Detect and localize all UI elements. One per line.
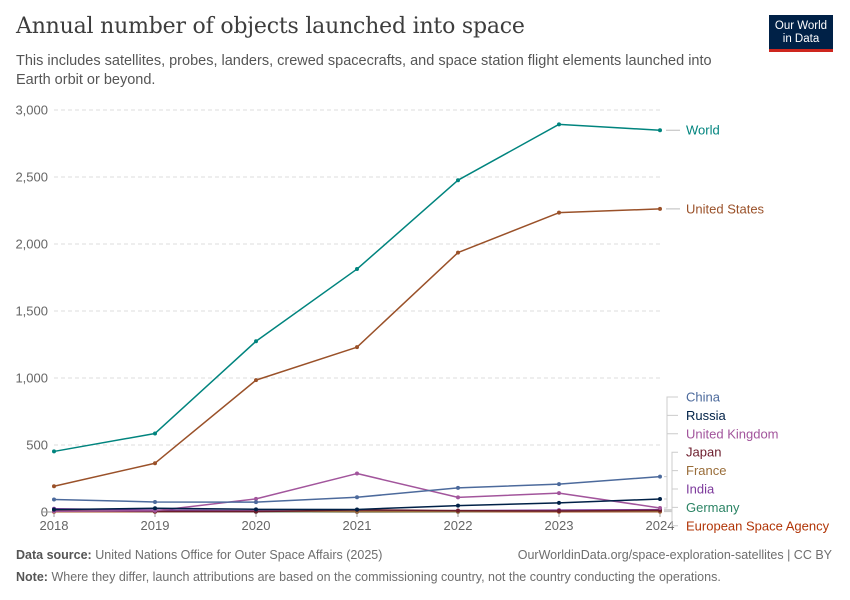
owid-logo[interactable]: Our World in Data bbox=[769, 15, 833, 52]
y-tick-label: 1,500 bbox=[15, 304, 48, 319]
note-label: Note: bbox=[16, 570, 48, 584]
series-lines bbox=[52, 122, 662, 514]
series-label: United States bbox=[686, 201, 765, 216]
note-text: Where they differ, launch attributions a… bbox=[51, 570, 721, 584]
data-point bbox=[456, 250, 460, 255]
data-point bbox=[355, 471, 359, 476]
data-point bbox=[456, 178, 460, 183]
data-point bbox=[355, 507, 359, 512]
data-point bbox=[658, 206, 662, 211]
data-point bbox=[52, 449, 56, 454]
series-label: Japan bbox=[686, 445, 721, 460]
data-point bbox=[456, 485, 460, 490]
series-labels: World United States China Russia United King… bbox=[664, 123, 830, 533]
series-label: France bbox=[686, 463, 726, 478]
series-line bbox=[53, 123, 661, 453]
chart-note: Note: Where they differ, launch attribut… bbox=[16, 570, 721, 584]
series-label: China bbox=[686, 390, 721, 405]
label-connector bbox=[664, 396, 678, 478]
data-point bbox=[658, 497, 662, 502]
chart-url[interactable]: OurWorldinData.org/space-exploration-sat… bbox=[517, 548, 832, 562]
x-tick-label: 2024 bbox=[646, 518, 675, 533]
data-source-label: Data source: bbox=[16, 548, 92, 562]
y-tick-label: 2,000 bbox=[15, 237, 48, 252]
label-connector bbox=[664, 433, 678, 509]
y-tick-label: 2,500 bbox=[15, 170, 48, 185]
data-point bbox=[52, 507, 56, 512]
data-point bbox=[153, 506, 157, 511]
data-point bbox=[658, 505, 662, 510]
series-label: European Space Agency bbox=[686, 518, 830, 533]
y-tick-label: 3,000 bbox=[15, 103, 48, 118]
data-point bbox=[254, 378, 258, 383]
data-point bbox=[52, 484, 56, 489]
x-tick-label: 2020 bbox=[242, 518, 271, 533]
y-tick-label: 500 bbox=[26, 438, 48, 453]
data-point bbox=[52, 497, 56, 502]
label-connector bbox=[664, 451, 678, 511]
data-point bbox=[355, 495, 359, 500]
data-point bbox=[254, 500, 258, 505]
data-point bbox=[658, 128, 662, 133]
data-point bbox=[355, 267, 359, 272]
x-axis: 2018 2019 2020 2021 2022 2023 2024 bbox=[40, 511, 675, 533]
data-point bbox=[254, 339, 258, 344]
series-label: Germany bbox=[686, 500, 740, 515]
y-tick-label: 1,000 bbox=[15, 371, 48, 386]
data-point bbox=[456, 503, 460, 508]
logo-line-2: in Data bbox=[782, 33, 820, 45]
data-point bbox=[254, 507, 258, 512]
data-point bbox=[557, 210, 561, 215]
data-source: Data source: United Nations Office for O… bbox=[16, 548, 382, 562]
x-tick-label: 2021 bbox=[343, 518, 372, 533]
series-label: World bbox=[686, 123, 720, 138]
data-point bbox=[557, 509, 561, 514]
data-point bbox=[456, 495, 460, 500]
x-tick-label: 2019 bbox=[141, 518, 170, 533]
logo-line-1: Our World bbox=[774, 20, 828, 32]
label-connector bbox=[664, 414, 678, 500]
data-point bbox=[153, 499, 157, 504]
x-tick-label: 2022 bbox=[444, 518, 473, 533]
series-line bbox=[53, 472, 661, 512]
data-point bbox=[658, 474, 662, 479]
series-label: United Kingdom bbox=[686, 426, 779, 441]
series-label: India bbox=[686, 482, 715, 497]
grid-lines bbox=[54, 109, 660, 446]
data-point bbox=[456, 508, 460, 513]
data-point bbox=[355, 345, 359, 350]
data-point bbox=[557, 482, 561, 487]
data-point bbox=[557, 500, 561, 505]
x-tick-label: 2018 bbox=[40, 518, 69, 533]
series-label: Russia bbox=[686, 408, 727, 423]
label-connector bbox=[664, 511, 678, 527]
data-point bbox=[557, 122, 561, 127]
data-point bbox=[153, 461, 157, 466]
chart-subtitle: This includes satellites, probes, lander… bbox=[16, 53, 712, 88]
x-tick-label: 2023 bbox=[545, 518, 574, 533]
label-connector bbox=[664, 506, 678, 511]
data-point bbox=[254, 496, 258, 501]
data-point bbox=[557, 491, 561, 496]
data-point bbox=[153, 431, 157, 436]
chart-title: Annual number of objects launched into s… bbox=[16, 14, 525, 39]
data-source-text[interactable]: United Nations Office for Outer Space Af… bbox=[95, 548, 383, 562]
